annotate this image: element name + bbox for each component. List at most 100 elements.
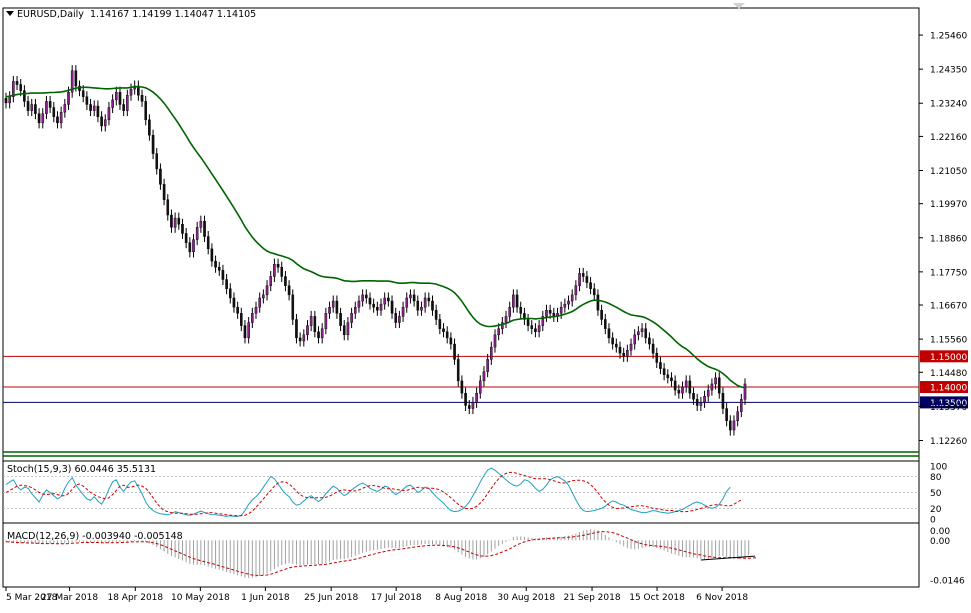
date-tick-label: 27 Mar 2018: [41, 593, 98, 603]
candle-body: [504, 316, 508, 323]
candle-body: [398, 316, 401, 323]
candle-body: [673, 380, 677, 391]
candle-body: [508, 306, 511, 317]
candle-body: [501, 322, 504, 329]
candle-body: [184, 233, 188, 243]
candle-body: [603, 319, 607, 329]
candle-body: [23, 90, 26, 102]
axis-layer: 1.15000 1.14000 1.13500 1.25460 1.24350 1.232…: [5, 32, 968, 603]
candle-body: [390, 300, 394, 314]
candle-body: [203, 220, 206, 237]
candle-body: [92, 105, 96, 111]
candle-body: [427, 297, 431, 302]
candle-body: [103, 119, 107, 127]
price-tick-label: 1.23240: [930, 100, 967, 110]
candle-body: [331, 300, 335, 308]
stoch-tick-label: 20: [930, 505, 942, 515]
candle-body: [486, 359, 489, 372]
candle-body: [317, 331, 320, 339]
candle-body: [736, 411, 739, 422]
date-tick-label: 30 Aug 2018: [497, 593, 555, 603]
candle-body: [574, 285, 578, 296]
macd-signal-line: [5, 531, 757, 577]
price-tick-label: 1.19970: [930, 200, 967, 210]
candle-body: [258, 297, 261, 308]
candle-body: [493, 334, 497, 348]
candle-body: [269, 276, 273, 286]
macd-trendline: [700, 555, 756, 561]
candle-body: [111, 99, 114, 108]
candle-body: [644, 328, 648, 339]
candle-body: [453, 343, 456, 360]
stoch-tick-label: 80: [930, 473, 942, 483]
candle-body: [353, 306, 357, 314]
candle-body: [409, 294, 412, 299]
candle-body: [728, 420, 732, 431]
candle-body: [166, 199, 170, 216]
candle-body: [59, 111, 63, 124]
candle-body: [456, 359, 460, 382]
candle-body: [471, 402, 475, 409]
price-tick-label: 1.18860: [930, 234, 967, 244]
date-tick-label: 18 Apr 2018: [107, 593, 163, 603]
candle-body: [302, 334, 306, 342]
date-tick-label: 8 Aug 2018: [435, 593, 487, 603]
dropdown-arrow-icon[interactable]: [6, 11, 14, 16]
candle-body: [659, 362, 662, 369]
candle-body: [100, 116, 103, 127]
candle-body: [732, 420, 736, 431]
candle-body: [306, 325, 309, 336]
candle-body: [534, 328, 537, 332]
candle-body: [714, 377, 717, 385]
moving-average-line: [5, 85, 746, 389]
candle-body: [740, 399, 743, 412]
candle-body: [19, 84, 23, 91]
price-tick-label: 1.12260: [930, 437, 967, 447]
candle-body: [181, 224, 184, 234]
candle-body: [251, 313, 254, 323]
scroll-marker-icon[interactable]: [733, 3, 745, 9]
candle-body: [434, 310, 438, 320]
candle-body: [34, 104, 37, 114]
candle-body: [721, 392, 725, 409]
candle-body: [225, 279, 228, 289]
candle-body: [206, 236, 210, 250]
candle-body: [585, 276, 589, 283]
candle-body: [442, 328, 445, 332]
stoch-layer: [3, 467, 919, 517]
candle-body: [622, 353, 625, 357]
candle-body: [173, 217, 177, 228]
candle-body: [151, 134, 155, 154]
candle-body: [607, 328, 611, 339]
candle-body: [45, 101, 48, 114]
candle-body: [523, 313, 526, 320]
candle-body: [578, 273, 581, 286]
price-tick-label: 1.17750: [930, 268, 967, 278]
candle-body: [221, 270, 225, 280]
candle-body: [703, 396, 706, 403]
candle-body: [519, 306, 523, 314]
candle-body: [570, 294, 574, 302]
candle-body: [596, 294, 600, 311]
candle-body: [56, 116, 59, 124]
candle-body: [52, 107, 56, 117]
candle-body: [695, 399, 699, 406]
candle-body: [74, 70, 78, 87]
candle-body: [692, 392, 695, 400]
candle-body: [567, 300, 570, 305]
candle-body: [320, 328, 324, 339]
candle-body: [350, 313, 353, 323]
macd-title: MACD(12,26,9) -0.003940 -0.005148: [7, 531, 183, 542]
candle-body: [589, 282, 592, 289]
price-level-label-bg: [920, 396, 968, 409]
candle-body: [405, 297, 409, 308]
candle-body: [339, 313, 342, 326]
candle-body: [662, 368, 666, 375]
candle-body: [155, 153, 159, 170]
price-level-label: 1.14000: [930, 384, 967, 394]
candle-body: [615, 343, 618, 348]
candle-body: [618, 346, 622, 354]
candle-body: [368, 297, 372, 305]
